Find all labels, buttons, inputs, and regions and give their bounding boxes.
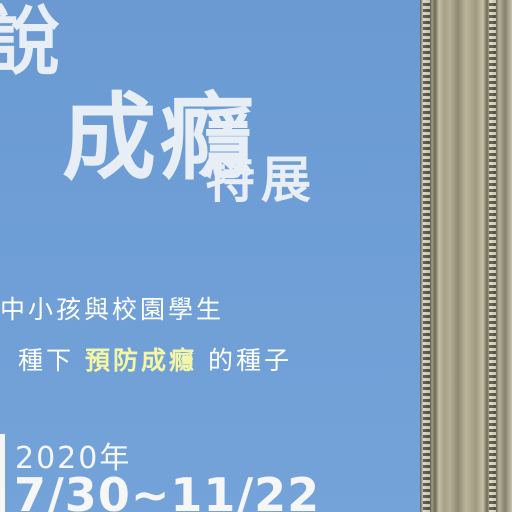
exhibition-year: 2020年 bbox=[15, 441, 132, 476]
poster-frame bbox=[420, 0, 512, 512]
tagline-highlight: 預防成癮 bbox=[84, 346, 197, 375]
date-accent-bar bbox=[0, 434, 5, 512]
frame-bead-molding-left bbox=[423, 0, 430, 512]
tagline-suffix: 的種子 bbox=[207, 346, 292, 375]
poster-title-line3: 特展 bbox=[205, 151, 317, 209]
exhibition-dates: 7/30~11/22 bbox=[14, 468, 321, 512]
exhibition-poster: 說 成癮 特展 中小孩與校園學生 種下 預防成癮 的種子 2020年 7/30~… bbox=[0, 0, 420, 512]
tagline-line2: 種下 預防成癮 的種子 bbox=[18, 341, 292, 377]
tagline-line1: 中小孩與校園學生 bbox=[0, 295, 225, 324]
poster-title-line1: 說 bbox=[0, 0, 62, 85]
tagline-prefix: 種下 bbox=[18, 346, 75, 375]
frame-bead-molding-right bbox=[489, 0, 496, 512]
poster-title-line2: 成癮 bbox=[62, 84, 259, 193]
